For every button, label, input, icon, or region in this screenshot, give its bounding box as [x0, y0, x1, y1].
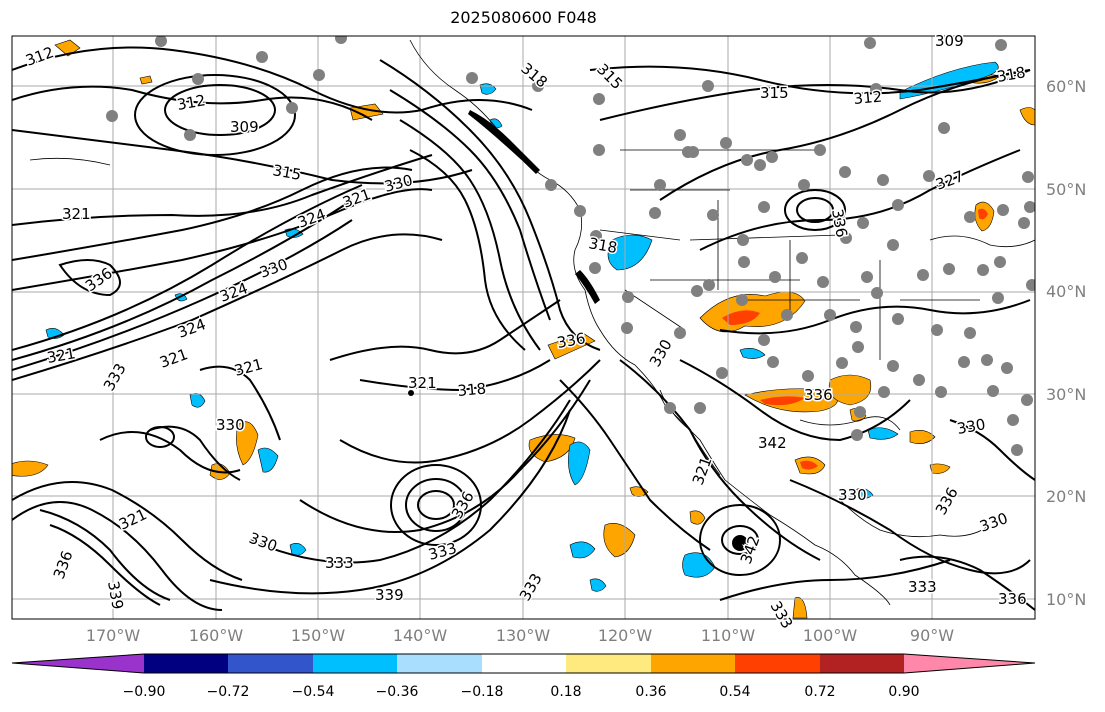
colorbar-segment	[12, 654, 144, 673]
contour-label: 333	[325, 554, 354, 572]
lat-label: 40°N	[1046, 282, 1087, 301]
negative-shading	[45, 61, 999, 592]
colorbar-segment	[144, 654, 228, 673]
contour-label-halo: 315	[760, 84, 789, 102]
contour-label: 321	[408, 374, 437, 392]
lon-label: 110°W	[700, 626, 756, 645]
lon-label: 130°W	[495, 626, 551, 645]
contour-label: 309	[230, 118, 259, 136]
contour-label: 339	[375, 586, 404, 604]
height-contours	[12, 46, 1035, 611]
lon-label: 150°W	[290, 626, 346, 645]
contour-label: 336	[556, 329, 587, 352]
contour-label-halo: 330	[216, 416, 245, 434]
colorbar-segment	[904, 654, 1035, 673]
lon-label: 120°W	[597, 626, 653, 645]
contour-label-halo: 318	[457, 380, 487, 400]
colorbar-tick-label: −0.54	[291, 684, 335, 700]
contour-label-halo: 333	[325, 554, 354, 572]
colorbar-tick-label: −0.90	[122, 684, 166, 700]
colorbar-segment	[313, 654, 397, 673]
contour-label: 312	[176, 91, 207, 114]
contour-label: 321	[46, 344, 77, 367]
colorbar-tick-label: −0.36	[375, 684, 419, 700]
colorbar-segment	[651, 654, 735, 673]
colorbar-tick-label: −0.18	[460, 684, 504, 700]
contour-label: 333	[908, 578, 937, 596]
contour-label: 336	[828, 208, 851, 239]
colorbar-segment	[397, 654, 482, 673]
map-title: 2025080600 F048	[450, 8, 597, 27]
contour-label-halo: 321	[408, 374, 437, 392]
colorbar-tick-label: 0.54	[719, 684, 751, 700]
contour-label-halo: 309	[230, 118, 259, 136]
lat-label: 30°N	[1046, 385, 1087, 404]
positive-shading	[12, 39, 1035, 619]
contour-label-halo: 312	[853, 88, 883, 108]
colorbar-tick-label: 0.18	[550, 684, 582, 700]
colorbar-segment	[228, 654, 313, 673]
contour-label-halo: 336	[998, 590, 1027, 608]
lat-label: 60°N	[1046, 77, 1087, 96]
contour-label: 330	[956, 415, 987, 438]
contour-label: 318	[996, 63, 1027, 86]
colorbar-segment	[482, 654, 566, 673]
contour-label: 339	[104, 580, 127, 611]
contour-label-halo: 315	[271, 161, 302, 184]
contour-label-halo: 333	[908, 578, 937, 596]
contour-label: 312	[853, 88, 883, 108]
lon-label: 170°W	[85, 626, 141, 645]
colorbar-segment	[566, 654, 651, 673]
contour-label: 315	[271, 161, 302, 184]
colorbar-segment	[735, 654, 820, 673]
colorbar-tick-label: 0.36	[635, 684, 667, 700]
contour-label: 330	[216, 416, 245, 434]
contour-label-halo: 336	[804, 386, 833, 404]
contour-label: 318	[457, 380, 487, 400]
lon-label: 90°W	[909, 626, 955, 645]
lat-label: 20°N	[1046, 487, 1087, 506]
lat-label: 10°N	[1046, 590, 1087, 609]
contour-label-halo: 309	[935, 32, 964, 50]
contour-label-halo: 321	[46, 344, 77, 367]
lon-label: 100°W	[802, 626, 858, 645]
contour-label: 342	[758, 434, 787, 452]
contour-label: 309	[935, 32, 964, 50]
jet-streak	[408, 110, 748, 551]
contour-label: 315	[760, 84, 789, 102]
contour-label: 336	[998, 590, 1027, 608]
contour-label: 336	[804, 386, 833, 404]
contour-label: 318	[587, 234, 618, 257]
contour-label-halo: 336	[556, 329, 587, 352]
lon-label: 140°W	[392, 626, 448, 645]
map-frame	[11, 35, 1036, 620]
lon-label: 160°W	[188, 626, 244, 645]
colorbar	[11, 653, 1036, 674]
colorbar-tick-label: −0.72	[206, 684, 250, 700]
colorbar-segment	[820, 654, 904, 673]
colorbar-tick-label: 0.90	[888, 684, 920, 700]
contour-label: 330	[838, 486, 867, 504]
station-dots	[106, 36, 1035, 456]
contour-label-halo: 330	[838, 486, 867, 504]
colorbar-tick-label: 0.72	[804, 684, 836, 700]
contour-label: 321	[62, 205, 91, 223]
contour-label-halo: 342	[758, 434, 787, 452]
contour-label-halo: 339	[375, 586, 404, 604]
strong-positive-shading	[722, 208, 988, 470]
lat-label: 50°N	[1046, 180, 1087, 199]
contour-label-halo: 321	[62, 205, 91, 223]
colorbar-outline	[11, 653, 1036, 674]
